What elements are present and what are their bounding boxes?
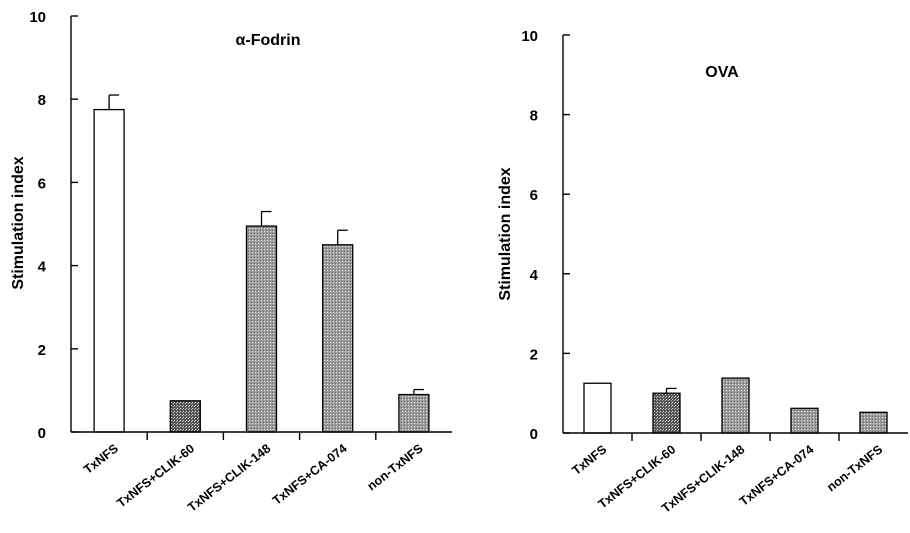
y-axis-label: Stimulation index [10,156,27,289]
bar [169,400,201,433]
bar [322,244,354,433]
bars [93,94,430,433]
y-axis-ticks: 0 2 4 6 8 10 [521,28,570,443]
x-tick-label: TxNFS+CA-074 [270,441,350,507]
y-tick-label: 2 [530,346,538,363]
y-axis-ticks: 0 2 4 6 8 10 [29,9,78,442]
x-tick-label: TxNFS+CA-074 [737,442,817,508]
chart-title: OVA [705,64,739,81]
chart-panel-fodrin: α-Fodrin Stimulation index 0 2 4 6 8 10 TxNFS… [10,9,452,515]
y-tick-label: 8 [38,92,46,109]
y-tick-label: 0 [530,426,538,443]
x-tick-label: TxNFS+CLIK-60 [114,441,197,510]
y-tick-label: 8 [530,108,538,125]
y-axis-label: Stimulation index [497,167,514,300]
y-tick-label: 0 [38,425,46,442]
bar [859,411,888,434]
y-tick-label: 2 [38,342,46,359]
y-tick-label: 4 [530,267,539,284]
x-tick-label: non-TxNFS [365,441,426,493]
x-tick-label: TxNFS [81,441,121,476]
y-tick-label: 6 [530,187,538,204]
y-tick-label: 10 [521,28,538,45]
bar [583,382,612,434]
x-tick-label: TxNFS+CLIK-148 [185,441,273,514]
bar [398,393,430,433]
bar [93,108,125,433]
category-labels: TxNFSTxNFS+CLIK-60TxNFS+CLIK-148TxNFS+CA… [81,441,426,514]
y-tick-label: 6 [38,175,46,192]
chart-title: α-Fodrin [236,32,301,49]
axes [562,35,908,441]
bar [245,225,278,433]
y-tick-label: 4 [38,259,47,276]
bar [652,392,681,434]
y-tick-label: 10 [29,9,46,26]
x-tick-label: TxNFS [570,442,610,477]
x-tick-label: non-TxNFS [824,442,885,494]
bars [583,377,888,434]
category-labels: TxNFSTxNFS+CLIK-60TxNFS+CLIK-148TxNFS+CA… [570,442,886,515]
bar [721,377,750,434]
bar [790,407,819,434]
axes [70,16,452,440]
